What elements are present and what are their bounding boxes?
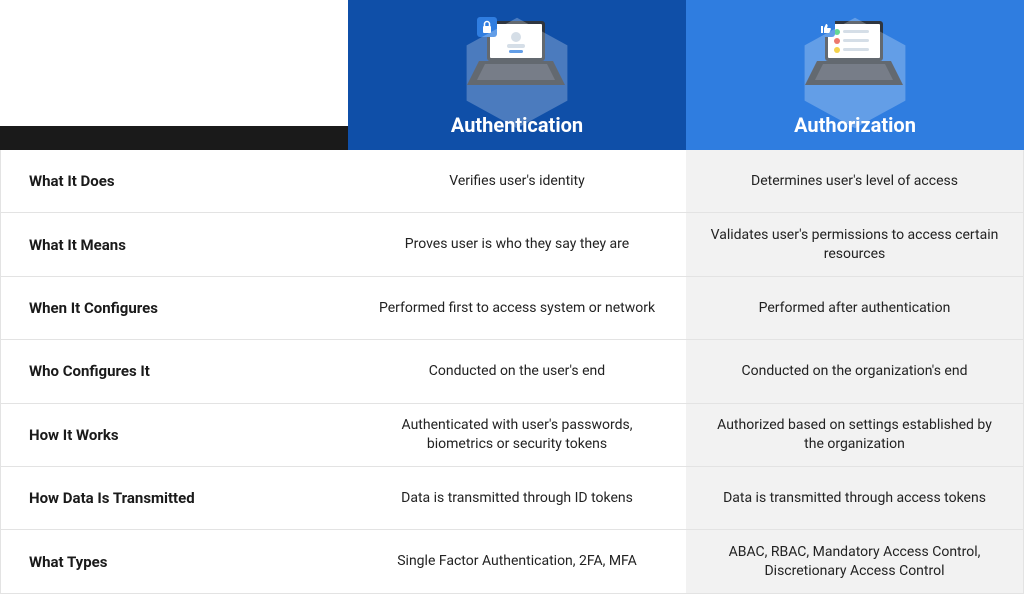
laptop-lock-icon (457, 13, 577, 105)
cell-authz: ABAC, RBAC, Mandatory Access Control, Di… (686, 530, 1024, 593)
header-authorization: Authorization (686, 0, 1024, 150)
row-label: How It Works (0, 404, 348, 467)
cell-auth: Verifies user's identity (348, 150, 686, 213)
hexagon-bg (795, 13, 915, 133)
cell-auth: Proves user is who they say they are (348, 213, 686, 276)
row-label: What It Does (0, 150, 348, 213)
cell-authz: Data is transmitted through access token… (686, 467, 1024, 530)
cell-auth: Authenticated with user's passwords, bio… (348, 404, 686, 467)
header-blank-cell (0, 0, 348, 150)
row-label: What It Means (0, 213, 348, 276)
row-label: What Types (0, 530, 348, 593)
hexagon-bg (457, 13, 577, 133)
laptop-thumbs-icon (795, 13, 915, 105)
cell-authz: Conducted on the organization's end (686, 340, 1024, 403)
row-label: When It Configures (0, 277, 348, 340)
cell-authz: Authorized based on settings established… (686, 404, 1024, 467)
cell-authz: Validates user's permissions to access c… (686, 213, 1024, 276)
cell-auth: Performed first to access system or netw… (348, 277, 686, 340)
cell-authz: Performed after authentication (686, 277, 1024, 340)
row-label: Who Configures It (0, 340, 348, 403)
cell-authz: Determines user's level of access (686, 150, 1024, 213)
cell-auth: Single Factor Authentication, 2FA, MFA (348, 530, 686, 593)
cell-auth: Data is transmitted through ID tokens (348, 467, 686, 530)
header-authentication: Authentication (348, 0, 686, 150)
comparison-table: Authentication (0, 0, 1024, 594)
row-label: How Data Is Transmitted (0, 467, 348, 530)
cell-auth: Conducted on the user's end (348, 340, 686, 403)
